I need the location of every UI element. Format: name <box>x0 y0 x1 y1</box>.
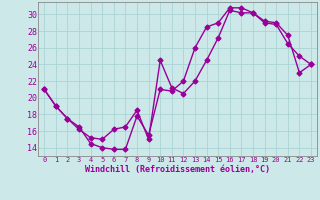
X-axis label: Windchill (Refroidissement éolien,°C): Windchill (Refroidissement éolien,°C) <box>85 165 270 174</box>
